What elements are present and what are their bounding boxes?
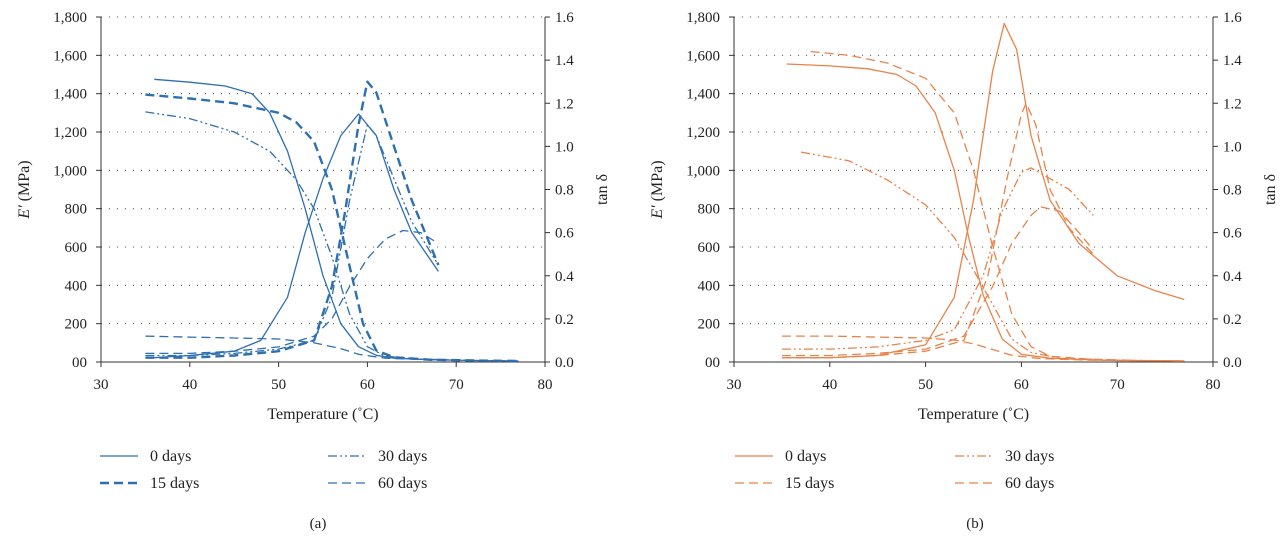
y2-tick-label: 1.2 [555, 96, 574, 112]
x-tick-label: 60 [360, 377, 375, 393]
series-15-days-tan-delta-line [781, 102, 1094, 359]
y2-tick-label: 0.4 [1223, 269, 1242, 285]
x-axis-title: Temperature (˚C) [918, 406, 1029, 423]
series-30-days-tan-delta-line [145, 124, 439, 357]
legend-label: 60 days [378, 475, 427, 492]
y2-tick-label: 1.0 [555, 139, 574, 155]
x-tick-label: 80 [1206, 377, 1221, 393]
legend-item: 0 days [100, 448, 191, 465]
series-60-days-modulus-line [781, 335, 1185, 362]
legend-label: 15 days [785, 475, 834, 492]
legend-label: 60 days [1005, 475, 1054, 492]
y2-tick-label: 0.8 [1223, 183, 1242, 199]
y-tick-label: 00 [72, 355, 87, 371]
y2-axis-title: tan δ [594, 174, 611, 205]
y2-tick-label: 0.6 [555, 226, 574, 242]
y-tick-label: 1,600 [53, 48, 87, 64]
y2-tick-label: 0.0 [555, 355, 574, 371]
y2-tick-label: 0.8 [555, 183, 574, 199]
y-tick-label: 1,200 [686, 125, 720, 141]
x-tick-label: 70 [449, 377, 464, 393]
legend-item: 60 days [328, 475, 427, 492]
series-60-days-tan-delta-line [781, 206, 1094, 357]
legend-label: 0 days [785, 448, 826, 465]
x-tick-label: 30 [727, 377, 742, 393]
panel-label: (a) [310, 516, 327, 532]
x-axis-title: Temperature (˚C) [267, 406, 378, 423]
y-axis-title-unit: (MPa) [16, 160, 33, 205]
series-60-days-modulus-line [145, 335, 519, 362]
y-tick-label: 1,000 [53, 163, 87, 179]
x-tick-label: 70 [1110, 377, 1125, 393]
legend-label: 0 days [150, 448, 191, 465]
y-tick-label: 200 [65, 317, 88, 333]
y-tick-label: 1,000 [686, 163, 720, 179]
series-0-days-modulus-line [154, 78, 519, 362]
y-axis-title-symbol: E′ [16, 205, 33, 220]
x-tick-label: 50 [918, 377, 933, 393]
series-0-days-modulus-line [786, 63, 1185, 362]
y-tick-label: 800 [65, 202, 88, 218]
y-tick-label: 600 [698, 240, 721, 256]
y2-tick-label: 0.0 [1223, 355, 1242, 371]
series-0-days-tan-delta-line [781, 22, 1185, 359]
x-tick-label: 40 [182, 377, 197, 393]
y2-tick-label: 0.2 [1223, 312, 1242, 328]
series-30-days-modulus-line [800, 151, 1185, 362]
y2-tick-label: 0.6 [1223, 226, 1242, 242]
x-tick-label: 80 [538, 377, 553, 393]
y-tick-label: 600 [65, 240, 88, 256]
y2-tick-label: 1.6 [555, 10, 574, 26]
y-axis-title: E′ (MPa) [16, 160, 33, 219]
y-axis-title: E′ (MPa) [649, 160, 666, 219]
y-tick-label: 400 [698, 278, 721, 294]
y-tick-label: 00 [705, 355, 720, 371]
x-tick-label: 60 [1014, 377, 1029, 393]
y2-tick-label: 0.2 [555, 312, 574, 328]
series-30-days-tan-delta-line [781, 167, 1094, 350]
y-tick-label: 400 [65, 278, 88, 294]
series-30-days-modulus-line [145, 111, 519, 362]
y-tick-label: 1,600 [686, 48, 720, 64]
y2-axis-title: tan δ [1262, 174, 1279, 205]
y2-tick-label: 1.0 [1223, 139, 1242, 155]
y-tick-label: 1,200 [53, 125, 87, 141]
legend-item: 15 days [735, 475, 834, 492]
y-tick-label: 800 [698, 202, 721, 218]
legend-label: 30 days [1005, 448, 1054, 465]
legend-item: 0 days [735, 448, 826, 465]
y2-tick-label: 1.6 [1223, 10, 1242, 26]
legend-item: 30 days [328, 448, 427, 465]
series-15-days-tan-delta-line [145, 80, 440, 359]
y-tick-label: 1,800 [686, 10, 720, 26]
x-tick-label: 30 [94, 377, 109, 393]
y2-tick-label: 1.4 [1223, 53, 1242, 69]
y2-tick-label: 0.4 [555, 269, 574, 285]
y2-tick-label: 1.4 [555, 53, 574, 69]
chart-panel-a: 30 40 50 60 70 80 00 200 400 600 800 1,000 1,200 1,40… [16, 10, 611, 532]
y2-tick-label: 1.2 [1223, 96, 1242, 112]
legend-label: 30 days [378, 448, 427, 465]
legend-label: 15 days [150, 475, 199, 492]
y-tick-label: 1,400 [686, 87, 720, 103]
panel-label: (b) [966, 516, 984, 532]
x-tick-label: 40 [822, 377, 837, 393]
series-15-days-modulus-line [810, 50, 1185, 362]
y-axis-title-unit: (MPa) [649, 160, 666, 205]
y-tick-label: 1,400 [53, 87, 87, 103]
chart-panel-b: 30 40 50 60 70 80 00 200 400 600 800 1,000 1,200 1,40… [649, 10, 1279, 532]
legend-item: 30 days [955, 448, 1054, 465]
series-60-days-tan-delta-line [145, 229, 439, 355]
x-tick-label: 50 [271, 377, 286, 393]
y-tick-label: 1,800 [53, 10, 87, 26]
series-15-days-modulus-line [145, 93, 519, 363]
y-axis-title-symbol: E′ [649, 205, 666, 220]
legend-item: 60 days [955, 475, 1054, 492]
y-tick-label: 200 [698, 317, 721, 333]
legend-item: 15 days [100, 475, 199, 492]
